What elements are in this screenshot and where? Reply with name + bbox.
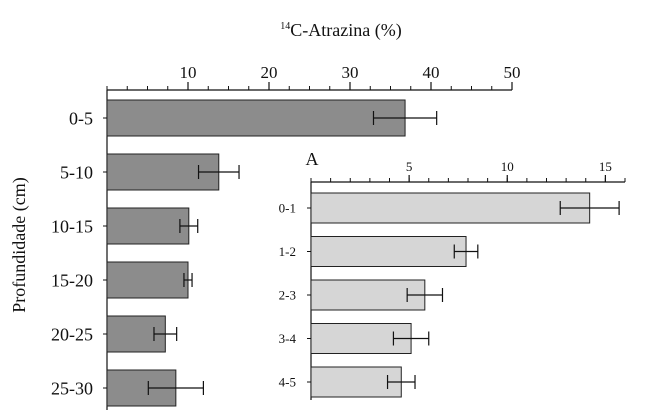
chart-b-bar <box>310 279 426 311</box>
chart-a-title: 14C-Atrazina (%) <box>280 20 401 41</box>
chart-a-x-tick-label: 30 <box>342 63 359 82</box>
chart-a-category-label: 0-5 <box>69 108 93 128</box>
chart-a-x-tick-label: 50 <box>504 63 521 82</box>
chart-a-bar <box>106 207 190 245</box>
chart-b-category-label: 3-4 <box>279 331 297 346</box>
chart-a-x-tick-label: 10 <box>180 63 197 82</box>
chart-b-x-tick-label: 5 <box>406 159 413 174</box>
chart-b-bar <box>310 366 402 398</box>
chart-a-x-tick-label: 20 <box>261 63 278 82</box>
chart-a-ylabel: Profundidade (cm) <box>9 177 30 312</box>
chart-a-plot: 10 20 30 40 50 0-5 5-10 10-15 15-20 20-25 25-30 <box>51 63 521 410</box>
chart-a-x-tick-label: 40 <box>423 63 440 82</box>
chart-b-category-label: 2-3 <box>279 288 296 303</box>
chart-b-bar <box>310 192 591 224</box>
chart-a-category-label: 15-20 <box>51 270 93 290</box>
chart-a-category-label: 10-15 <box>51 216 93 236</box>
chart-a-category-label: 20-25 <box>51 324 93 344</box>
chart-a-bar <box>106 99 406 137</box>
chart-b-category-label: 4-5 <box>279 375 296 390</box>
chart-a-title-superscript: 14 <box>280 21 290 32</box>
chart-a-bar <box>106 261 189 299</box>
chart-a-category-label: 5-10 <box>60 162 93 182</box>
chart-a-panel-label: A <box>306 149 319 169</box>
chart-b-category-label: 0-1 <box>279 201 296 216</box>
chart-b-plot: 5 10 15 0-1 1-2 2-3 3-4 4-5 <box>279 159 645 410</box>
chart-a-category-label: 25-30 <box>51 378 93 398</box>
chart-b-bar <box>310 236 467 267</box>
chart-a-title-text: C-Atrazina (%) <box>290 20 401 41</box>
chart-b-category-label: 1-2 <box>279 244 296 259</box>
chart-b-x-tick-label: 15 <box>599 159 612 174</box>
chart-b-x-tick-label: 10 <box>501 159 514 174</box>
